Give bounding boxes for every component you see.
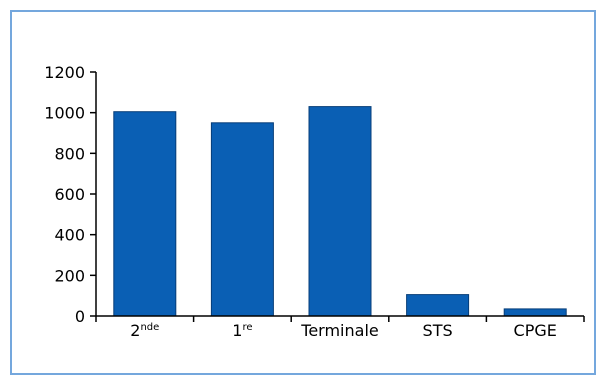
frame-border: [10, 10, 596, 375]
y-tick-label: 1000: [44, 104, 85, 123]
y-tick-label: 200: [54, 266, 85, 285]
bar: [113, 111, 177, 317]
x-tick-label: STS: [423, 321, 453, 340]
x-tick-label: 1re: [232, 321, 252, 340]
y-tick-label: 800: [54, 144, 85, 163]
y-tick-label: 400: [54, 226, 85, 245]
x-tick-label: CPGE: [514, 321, 557, 340]
y-tick-label: 1200: [44, 63, 85, 82]
bar: [210, 122, 274, 317]
x-tick-label: Terminale: [300, 321, 378, 340]
x-tick-label: 2nde: [130, 321, 159, 340]
y-tick-label: 600: [54, 185, 85, 204]
y-tick-label: 0: [75, 307, 85, 326]
bar: [503, 308, 567, 317]
plot-area: 0 200 400 600 800 1000 1200 2nde 1re Terminale STS…: [44, 63, 585, 340]
bar: [308, 106, 372, 317]
bar: [406, 294, 470, 317]
